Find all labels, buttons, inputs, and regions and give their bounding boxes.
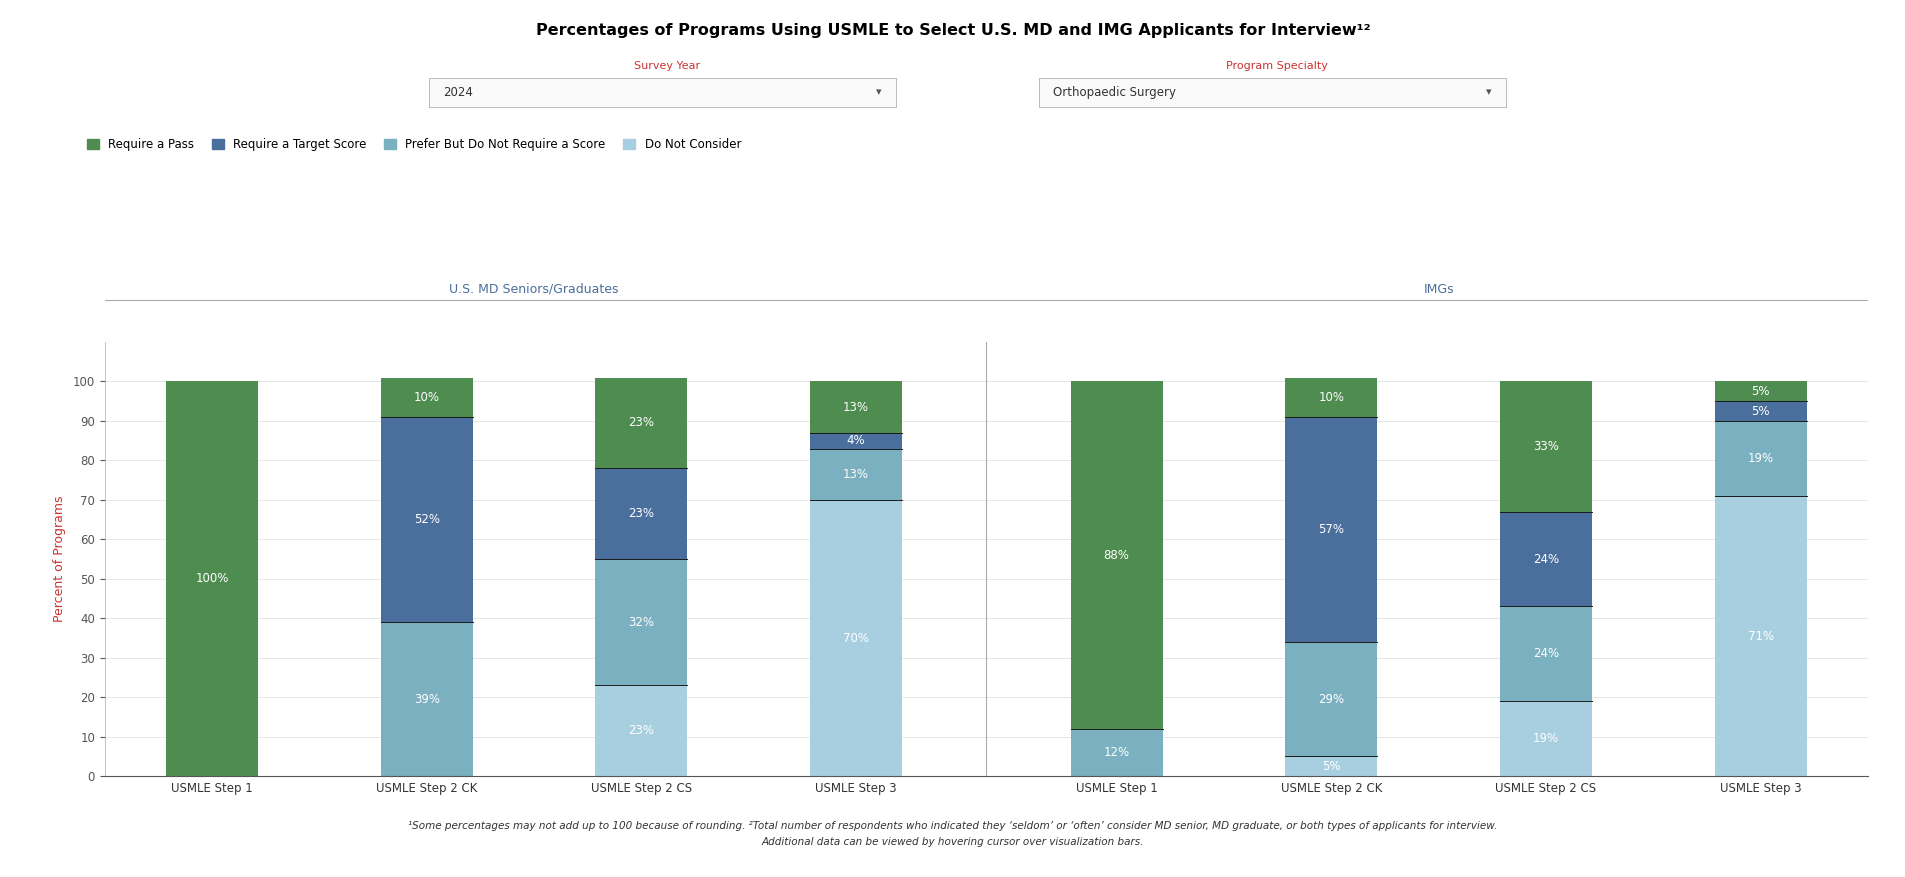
Text: 23%: 23% [629,417,653,430]
Text: ▾: ▾ [876,88,882,97]
Bar [594,686,688,776]
Text: 10%: 10% [413,391,440,403]
Bar [1499,381,1591,511]
Text: Percentages of Programs Using USMLE to Select U.S. MD and IMG Applicants for Int: Percentages of Programs Using USMLE to S… [535,23,1370,39]
Text: 5%: 5% [1322,759,1339,773]
Bar [1499,702,1591,776]
Bar [381,377,472,417]
Text: 19%: 19% [1747,452,1774,465]
Bar [1284,417,1377,642]
Text: 39%: 39% [413,693,440,706]
Text: 32%: 32% [629,616,653,629]
Bar [1284,377,1377,417]
Text: ▾: ▾ [1486,88,1492,97]
Bar [810,500,901,776]
Bar [594,377,688,468]
Text: IMGs: IMGs [1423,283,1454,296]
Text: Survey Year: Survey Year [634,61,699,71]
Text: 23%: 23% [629,507,653,520]
Text: 13%: 13% [842,401,869,414]
Text: 29%: 29% [1318,693,1343,706]
Text: 5%: 5% [1751,385,1770,398]
Y-axis label: Percent of Programs: Percent of Programs [53,496,67,623]
Bar [1714,421,1806,496]
Bar [381,417,472,623]
Text: 88%: 88% [1103,549,1130,561]
Bar [1714,496,1806,776]
Legend: Require a Pass, Require a Target Score, Prefer But Do Not Require a Score, Do No: Require a Pass, Require a Target Score, … [82,133,745,155]
Text: Additional data can be viewed by hovering cursor over visualization bars.: Additional data can be viewed by hoverin… [762,837,1143,847]
Text: 52%: 52% [413,513,440,526]
Bar [1071,381,1162,729]
Text: 19%: 19% [1532,732,1558,745]
Bar [594,560,688,686]
Bar [166,381,257,776]
Bar [1714,381,1806,401]
Bar [1284,642,1377,756]
Text: 71%: 71% [1747,630,1774,643]
Text: Program Specialty: Program Specialty [1225,61,1328,71]
Text: 2024: 2024 [442,86,472,99]
Text: 12%: 12% [1103,746,1130,759]
Bar [1499,511,1591,607]
Bar [810,432,901,448]
Text: 13%: 13% [842,467,869,481]
Bar [810,448,901,500]
Bar [381,623,472,776]
Text: 33%: 33% [1532,440,1558,453]
Text: 24%: 24% [1532,553,1558,566]
Text: 5%: 5% [1751,404,1770,417]
Text: 4%: 4% [846,434,865,447]
Text: Orthopaedic Surgery: Orthopaedic Surgery [1052,86,1175,99]
Text: 23%: 23% [629,724,653,738]
Text: 24%: 24% [1532,647,1558,660]
Text: ¹Some percentages may not add up to 100 because of rounding. ²Total number of re: ¹Some percentages may not add up to 100 … [408,821,1497,831]
Text: U.S. MD Seniors/Graduates: U.S. MD Seniors/Graduates [450,283,619,296]
Text: 57%: 57% [1318,523,1343,536]
Bar [594,468,688,560]
Bar [1284,756,1377,776]
Bar [810,381,901,432]
Text: 70%: 70% [842,631,869,645]
Bar [1499,607,1591,702]
Text: 100%: 100% [196,573,229,585]
Bar [1714,401,1806,421]
Text: 10%: 10% [1318,391,1343,403]
Bar [1071,729,1162,776]
